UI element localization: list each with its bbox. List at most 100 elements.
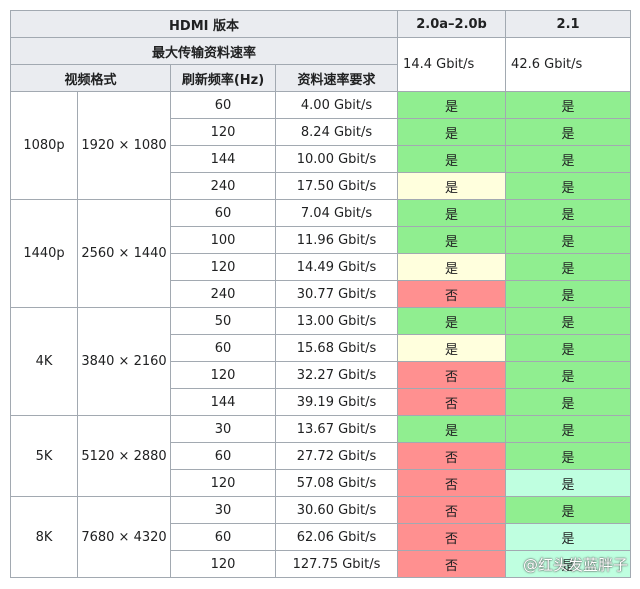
support-cell: 是 xyxy=(505,145,632,173)
table-row: 1440p 2560 × 1440 60 7.04 Gbit/s 是是 xyxy=(10,199,632,308)
column-header: 视频格式 xyxy=(10,64,171,92)
refresh-rate: 120 xyxy=(170,253,276,281)
data-rate: 13.00 Gbit/s xyxy=(274,307,399,335)
refresh-rate: 50 xyxy=(170,307,276,335)
support-cell: 否 xyxy=(397,442,507,470)
table-row: 240 17.50 Gbit/s 是是 xyxy=(11,172,632,200)
support-cell: 是 xyxy=(397,415,507,443)
data-rate: 4.00 Gbit/s xyxy=(274,91,399,119)
support-cell: 是 xyxy=(505,307,632,335)
format: 5K xyxy=(10,415,78,497)
support-cell: 是 xyxy=(505,415,632,443)
resolution: 5120 × 2880 xyxy=(77,415,171,497)
support-cell: 是 xyxy=(397,172,507,200)
watermark: @红头发蓝胖子 xyxy=(522,556,628,574)
data-rate: 30.77 Gbit/s xyxy=(274,280,399,308)
support-cell: 是 xyxy=(505,280,632,308)
support-cell: 是 xyxy=(397,145,507,173)
support-cell: 是 xyxy=(505,469,632,497)
hdmi-table: HDMI 版本 2.0a–2.0b 2.1 最大传输资料速率 14.4 Gbit/s 42… xyxy=(9,10,632,578)
support-cell: 是 xyxy=(505,550,632,578)
support-cell: 否 xyxy=(397,550,507,578)
header-title: HDMI 版本 xyxy=(9,10,399,38)
refresh-rate: 30 xyxy=(170,496,276,524)
data-rate: 30.60 Gbit/s xyxy=(274,496,399,524)
support-cell: 否 xyxy=(397,280,507,308)
max-rate: 42.6 Gbit/s xyxy=(505,37,632,92)
version-header: 2.1 xyxy=(505,10,632,38)
resolution: 2560 × 1440 xyxy=(77,199,171,308)
table-row: 1080p 1920 × 1080 60 4.00 Gbit/s 是是 xyxy=(10,91,632,200)
format: 1440p xyxy=(10,199,78,308)
column-header: 刷新频率(Hz) xyxy=(170,64,276,92)
data-rate: 10.00 Gbit/s xyxy=(274,145,399,173)
refresh-rate: 60 xyxy=(170,334,276,362)
support-cell: 是 xyxy=(505,172,632,200)
refresh-rate: 144 xyxy=(170,388,276,416)
column-header: 资料速率要求 xyxy=(274,64,399,92)
refresh-rate: 60 xyxy=(170,523,276,551)
table-row: 60 15.68 Gbit/s 是是 xyxy=(11,334,632,362)
support-cell: 是 xyxy=(505,226,632,254)
support-cell: 是 xyxy=(397,226,507,254)
refresh-rate: 30 xyxy=(170,415,276,443)
support-cell: 是 xyxy=(397,334,507,362)
data-rate: 27.72 Gbit/s xyxy=(274,442,399,470)
max-rate: 14.4 Gbit/s xyxy=(397,37,507,92)
table-row: 120 57.08 Gbit/s 否是 xyxy=(11,469,632,497)
support-cell: 是 xyxy=(397,307,507,335)
data-rate: 62.06 Gbit/s xyxy=(274,523,399,551)
support-cell: 是 xyxy=(505,91,632,119)
refresh-rate: 120 xyxy=(170,469,276,497)
data-rate: 127.75 Gbit/s xyxy=(274,550,399,578)
support-cell: 是 xyxy=(397,253,507,281)
data-rate: 7.04 Gbit/s xyxy=(274,199,399,227)
table-row: 4K 3840 × 2160 50 13.00 Gbit/s 是是 xyxy=(10,307,632,416)
support-cell: 是 xyxy=(397,199,507,227)
table-row: 100 11.96 Gbit/s 是是 xyxy=(11,226,632,254)
data-rate: 57.08 Gbit/s xyxy=(274,469,399,497)
support-cell: 是 xyxy=(505,334,632,362)
format: 1080p xyxy=(10,91,78,200)
support-cell: 是 xyxy=(397,118,507,146)
refresh-rate: 144 xyxy=(170,145,276,173)
format: 4K xyxy=(10,307,78,416)
support-cell: 否 xyxy=(397,523,507,551)
data-rate: 32.27 Gbit/s xyxy=(274,361,399,389)
data-rate: 14.49 Gbit/s xyxy=(274,253,399,281)
table-row: 144 10.00 Gbit/s 是是 xyxy=(11,145,632,173)
refresh-rate: 120 xyxy=(170,118,276,146)
version-header: 2.0a–2.0b xyxy=(397,10,507,38)
support-cell: 是 xyxy=(505,388,632,416)
support-cell: 是 xyxy=(505,199,632,227)
table-row: 120 8.24 Gbit/s 是是 xyxy=(11,118,632,146)
data-rate: 17.50 Gbit/s xyxy=(274,172,399,200)
table-row: 最大传输资料速率 14.4 Gbit/s 42.6 Gbit/s xyxy=(9,37,632,92)
support-cell: 是 xyxy=(505,361,632,389)
data-rate: 39.19 Gbit/s xyxy=(274,388,399,416)
resolution: 1920 × 1080 xyxy=(77,91,171,200)
refresh-rate: 120 xyxy=(170,550,276,578)
data-rate: 15.68 Gbit/s xyxy=(274,334,399,362)
refresh-rate: 240 xyxy=(170,172,276,200)
support-cell: 否 xyxy=(397,361,507,389)
refresh-rate: 60 xyxy=(170,199,276,227)
table-row: 120 32.27 Gbit/s 否是 xyxy=(11,361,632,389)
table-row: 5K 5120 × 2880 30 13.67 Gbit/s 是是 xyxy=(10,415,632,497)
table-row: HDMI 版本 2.0a–2.0b 2.1 xyxy=(9,10,632,38)
refresh-rate: 100 xyxy=(170,226,276,254)
support-cell: 是 xyxy=(397,91,507,119)
refresh-rate: 240 xyxy=(170,280,276,308)
support-cell: 是 xyxy=(505,523,632,551)
data-rate: 13.67 Gbit/s xyxy=(274,415,399,443)
support-cell: 否 xyxy=(397,469,507,497)
support-cell: 是 xyxy=(505,253,632,281)
support-cell: 否 xyxy=(397,496,507,524)
data-rate: 8.24 Gbit/s xyxy=(274,118,399,146)
support-cell: 是 xyxy=(505,442,632,470)
refresh-rate: 60 xyxy=(170,91,276,119)
data-rate: 11.96 Gbit/s xyxy=(274,226,399,254)
refresh-rate: 120 xyxy=(170,361,276,389)
support-cell: 是 xyxy=(505,496,632,524)
